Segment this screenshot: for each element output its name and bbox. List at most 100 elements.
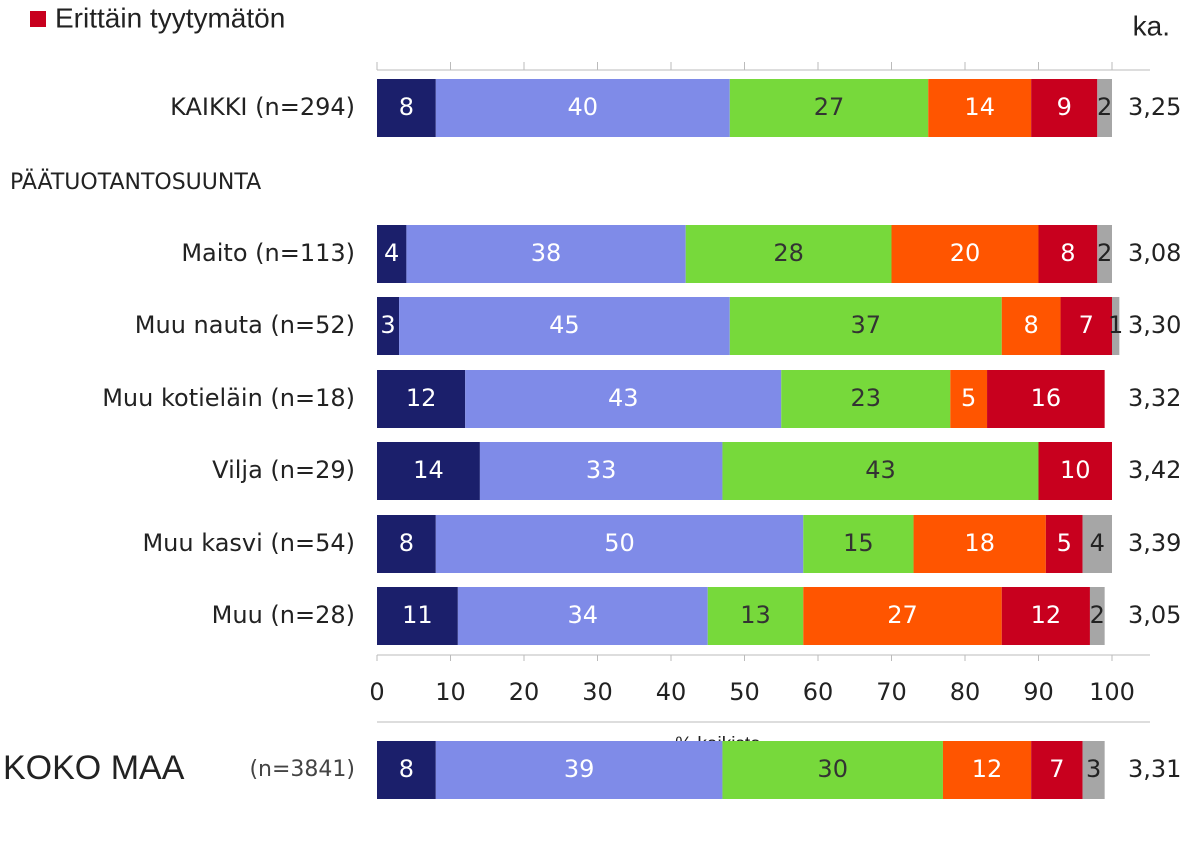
data-label: 50 — [604, 529, 635, 557]
bar-segment — [1001, 297, 1061, 355]
bar-segment — [803, 587, 1002, 645]
bar-segment — [707, 587, 804, 645]
bar-segment — [399, 297, 730, 355]
category-label: Maito (n=113) — [181, 239, 355, 267]
bar-segment — [377, 225, 407, 283]
x-tick-label: 10 — [435, 678, 466, 706]
bar-segment — [1082, 741, 1105, 799]
data-label: 7 — [1079, 311, 1094, 339]
data-label: 5 — [1057, 529, 1072, 557]
data-label: 4 — [1090, 529, 1105, 557]
bar-segment — [781, 370, 951, 428]
bar-segment — [479, 442, 723, 500]
x-tick-label: 80 — [950, 678, 981, 706]
x-tick-label: 60 — [803, 678, 834, 706]
data-label: 16 — [1031, 384, 1062, 412]
bar-segment — [377, 370, 466, 428]
bar-segment — [722, 741, 943, 799]
x-tick-label: 90 — [1023, 678, 1054, 706]
data-label: 4 — [384, 239, 399, 267]
data-label: 14 — [413, 456, 444, 484]
data-label: 3 — [1086, 755, 1101, 783]
x-tick-label: 70 — [876, 678, 907, 706]
category-label: KOKO MAA — [3, 749, 185, 787]
bar-segment — [377, 442, 480, 500]
data-label: 12 — [406, 384, 437, 412]
data-label: 8 — [399, 755, 414, 783]
data-label: 23 — [851, 384, 882, 412]
data-label: 20 — [950, 239, 981, 267]
average-label: 3,39 — [1128, 529, 1181, 557]
data-label: 37 — [851, 311, 882, 339]
data-label: 8 — [399, 529, 414, 557]
data-label: 7 — [1049, 755, 1064, 783]
bar-segment — [729, 79, 929, 137]
category-label: Muu nauta (n=52) — [135, 311, 355, 339]
bar-segment — [950, 370, 988, 428]
data-label: 14 — [964, 93, 995, 121]
bar-segment — [928, 79, 1032, 137]
average-label: 3,31 — [1128, 755, 1181, 783]
bar-segment — [435, 79, 730, 137]
category-label: Muu (n=28) — [212, 601, 355, 629]
legend-swatch — [30, 11, 46, 27]
data-label: 2 — [1097, 93, 1112, 121]
bar-segment — [1031, 741, 1083, 799]
average-label: 3,32 — [1128, 384, 1181, 412]
data-label: 38 — [531, 239, 562, 267]
data-label: 12 — [1031, 601, 1062, 629]
bar-segment — [722, 442, 1039, 500]
bar-segment — [465, 370, 782, 428]
average-label: 3,25 — [1128, 93, 1181, 121]
bar-segment — [1060, 297, 1112, 355]
data-label: 15 — [843, 529, 874, 557]
bar-segment — [685, 225, 892, 283]
bar-segment — [377, 297, 400, 355]
bar-segment — [987, 370, 1105, 428]
average-header: ka. — [1133, 10, 1170, 41]
bar-segment — [435, 515, 804, 573]
data-label: 3 — [380, 311, 395, 339]
data-label: 2 — [1097, 239, 1112, 267]
bar-segment — [1001, 587, 1090, 645]
bar-segment — [1082, 515, 1112, 573]
data-label: 1 — [1108, 311, 1123, 339]
data-label: 39 — [564, 755, 595, 783]
data-label: 8 — [399, 93, 414, 121]
data-label: 11 — [402, 601, 433, 629]
x-tick-label: 30 — [582, 678, 613, 706]
data-label: 45 — [549, 311, 580, 339]
legend-label: Erittäin tyytymätön — [55, 2, 285, 33]
average-label: 3,30 — [1128, 311, 1181, 339]
data-label: 28 — [773, 239, 804, 267]
x-tick-label: 0 — [369, 678, 384, 706]
data-label: 30 — [817, 755, 848, 783]
bar-segment — [1045, 515, 1083, 573]
bar-segment — [729, 297, 1002, 355]
bar-segment — [891, 225, 1039, 283]
data-label: 34 — [568, 601, 599, 629]
bar-segment — [1089, 587, 1105, 645]
data-label: 43 — [865, 456, 896, 484]
data-label: 13 — [740, 601, 771, 629]
bar-segment — [1097, 225, 1112, 283]
average-label: 3,08 — [1128, 239, 1181, 267]
bar-segment — [1038, 225, 1098, 283]
bar-segment — [1038, 442, 1112, 500]
data-label: 2 — [1090, 601, 1105, 629]
data-label: 40 — [568, 93, 599, 121]
category-label: Vilja (n=29) — [212, 456, 355, 484]
bar-segment — [457, 587, 708, 645]
data-label: 27 — [814, 93, 845, 121]
data-label: 27 — [887, 601, 918, 629]
data-label: 12 — [972, 755, 1003, 783]
category-label: Muu kotieläin (n=18) — [102, 384, 355, 412]
data-label: 18 — [964, 529, 995, 557]
bar-segment — [435, 741, 723, 799]
bar-segment — [803, 515, 914, 573]
data-label: 33 — [586, 456, 617, 484]
data-label: 5 — [961, 384, 976, 412]
data-label: 8 — [1060, 239, 1075, 267]
